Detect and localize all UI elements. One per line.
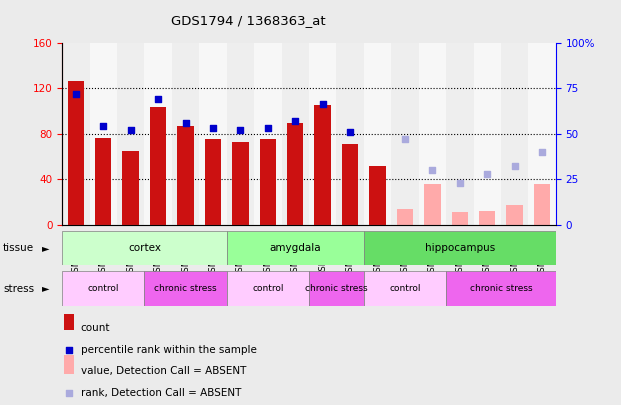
Text: control: control [252, 284, 284, 293]
Point [63, 346, 73, 353]
Text: amygdala: amygdala [270, 243, 321, 253]
Bar [287, 124, 304, 225]
Bar [446, 271, 556, 306]
Bar [397, 209, 413, 225]
Bar [227, 231, 364, 265]
Point [263, 125, 273, 131]
Bar [117, 43, 144, 225]
Bar [178, 126, 194, 225]
Text: cortex: cortex [128, 243, 161, 253]
Bar [364, 231, 556, 265]
Bar [501, 43, 528, 225]
Bar [424, 184, 440, 225]
Bar [144, 271, 227, 306]
Bar [144, 43, 172, 225]
Bar [205, 139, 221, 225]
Point [455, 180, 465, 186]
Bar [534, 184, 550, 225]
Point [71, 90, 81, 97]
Text: ►: ► [42, 243, 50, 253]
Text: percentile rank within the sample: percentile rank within the sample [81, 345, 256, 355]
Bar [419, 43, 446, 225]
Text: chronic stress: chronic stress [469, 284, 532, 293]
Text: hippocampus: hippocampus [425, 243, 495, 253]
Point [125, 127, 135, 133]
Bar [122, 151, 139, 225]
Bar [172, 43, 199, 225]
Bar [309, 43, 337, 225]
Bar [364, 43, 391, 225]
Text: ►: ► [42, 284, 50, 294]
Point [345, 129, 355, 135]
Bar [337, 43, 364, 225]
Bar [260, 139, 276, 225]
Text: control: control [389, 284, 420, 293]
Bar [364, 271, 446, 306]
Bar [528, 43, 556, 225]
Bar [473, 43, 501, 225]
Point [318, 101, 328, 108]
Bar [150, 107, 166, 225]
Bar [451, 212, 468, 225]
Bar [89, 43, 117, 225]
Bar [95, 138, 111, 225]
Point [235, 127, 245, 133]
Point [98, 123, 108, 130]
Point [510, 163, 520, 170]
Bar [314, 105, 331, 225]
Bar [62, 43, 89, 225]
Text: GDS1794 / 1368363_at: GDS1794 / 1368363_at [171, 14, 325, 27]
Bar [227, 43, 254, 225]
Point [290, 117, 300, 124]
Bar [342, 144, 358, 225]
Bar [62, 271, 144, 306]
Bar [369, 166, 386, 225]
Bar [446, 43, 473, 225]
Text: rank, Detection Call = ABSENT: rank, Detection Call = ABSENT [81, 388, 241, 398]
Point [400, 136, 410, 143]
Bar [63, 356, 75, 374]
Bar [63, 312, 75, 330]
Text: chronic stress: chronic stress [305, 284, 368, 293]
Bar [199, 43, 227, 225]
Point [427, 167, 437, 173]
Text: value, Detection Call = ABSENT: value, Detection Call = ABSENT [81, 366, 247, 376]
Point [537, 149, 547, 155]
Bar [506, 205, 523, 225]
Bar [68, 81, 84, 225]
Point [153, 96, 163, 102]
Bar [232, 142, 248, 225]
Bar [227, 271, 309, 306]
Text: count: count [81, 323, 111, 333]
Point [208, 125, 218, 131]
Text: control: control [88, 284, 119, 293]
Text: chronic stress: chronic stress [154, 284, 217, 293]
Point [181, 119, 191, 126]
Bar [254, 43, 281, 225]
Bar [479, 211, 496, 225]
Text: stress: stress [3, 284, 34, 294]
Bar [281, 43, 309, 225]
Text: tissue: tissue [3, 243, 34, 253]
Bar [309, 271, 364, 306]
Bar [391, 43, 419, 225]
Point [483, 171, 492, 177]
Point [63, 390, 73, 396]
Bar [62, 231, 227, 265]
